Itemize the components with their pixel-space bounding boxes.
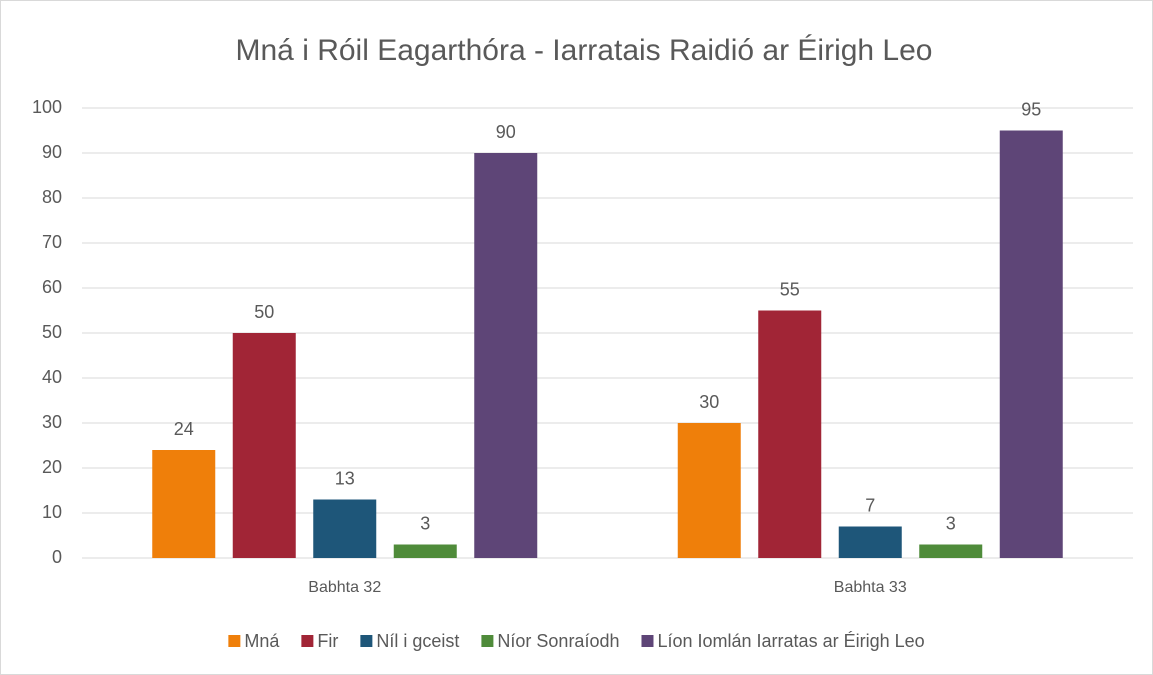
data-label: 3: [946, 513, 956, 533]
bar: [393, 544, 457, 558]
legend-label: Níor Sonraíodh: [497, 631, 619, 651]
legend-swatch: [481, 635, 494, 647]
legend-swatch: [301, 635, 314, 647]
data-label: 7: [865, 495, 875, 515]
legend-label: Líon Iomlán Iarratas ar Éirigh Leo: [657, 631, 924, 651]
y-tick-label: 10: [42, 502, 62, 522]
data-label: 24: [174, 419, 194, 439]
legend-swatch: [228, 635, 241, 647]
x-tick-label: Babhta 33: [834, 579, 907, 596]
data-label: 50: [254, 302, 274, 322]
data-label: 13: [335, 468, 355, 488]
legend-swatch: [360, 635, 373, 647]
y-tick-label: 60: [42, 277, 62, 297]
bar: [919, 544, 983, 558]
legend-label: Níl i gceist: [376, 631, 459, 651]
bar: [999, 130, 1063, 558]
data-label: 30: [699, 392, 719, 412]
data-label: 55: [780, 279, 800, 299]
data-label: 95: [1021, 99, 1041, 119]
legend-label: Fir: [317, 631, 338, 651]
bar: [758, 310, 822, 558]
y-tick-label: 0: [52, 547, 62, 567]
legend-label: Mná: [244, 631, 280, 651]
y-tick-label: 20: [42, 457, 62, 477]
y-tick-label: 80: [42, 187, 62, 207]
y-tick-label: 90: [42, 142, 62, 162]
y-tick-label: 70: [42, 232, 62, 252]
y-tick-label: 100: [32, 97, 62, 117]
bar: [474, 153, 538, 558]
y-tick-label: 50: [42, 322, 62, 342]
y-tick-label: 40: [42, 367, 62, 387]
bar: [152, 450, 216, 558]
bar: [677, 423, 741, 558]
x-tick-label: Babhta 32: [308, 579, 381, 596]
bar: [313, 499, 377, 558]
data-label: 3: [420, 513, 430, 533]
bar: [838, 526, 902, 558]
bar: [232, 333, 296, 558]
legend-swatch: [641, 635, 654, 647]
chart-title: Mná i Róil Eagarthóra - Iarratais Raidió…: [236, 34, 933, 67]
y-tick-label: 30: [42, 412, 62, 432]
data-label: 90: [496, 122, 516, 142]
